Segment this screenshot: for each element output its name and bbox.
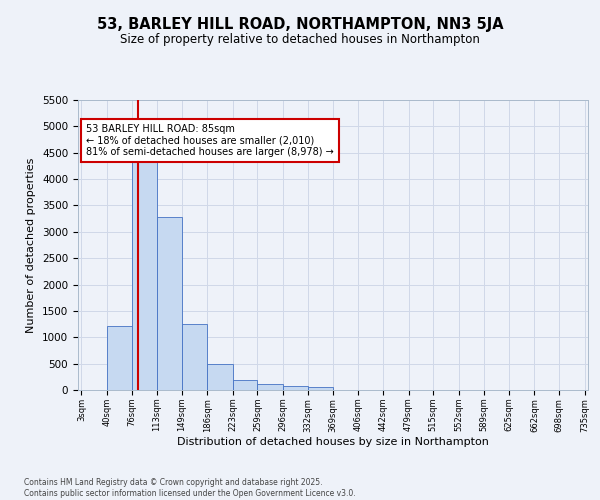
Bar bbox=[207, 364, 233, 390]
Text: Size of property relative to detached houses in Northampton: Size of property relative to detached ho… bbox=[120, 32, 480, 46]
Bar bbox=[131, 159, 157, 390]
Bar bbox=[157, 217, 182, 390]
Text: 53, BARLEY HILL ROAD, NORTHAMPTON, NN3 5JA: 53, BARLEY HILL ROAD, NORTHAMPTON, NN3 5… bbox=[97, 18, 503, 32]
Bar bbox=[182, 324, 207, 390]
Text: Contains HM Land Registry data © Crown copyright and database right 2025.
Contai: Contains HM Land Registry data © Crown c… bbox=[24, 478, 356, 498]
Bar bbox=[107, 326, 131, 390]
Y-axis label: Number of detached properties: Number of detached properties bbox=[26, 158, 37, 332]
Bar bbox=[233, 380, 257, 390]
Text: 53 BARLEY HILL ROAD: 85sqm
← 18% of detached houses are smaller (2,010)
81% of s: 53 BARLEY HILL ROAD: 85sqm ← 18% of deta… bbox=[86, 124, 334, 157]
Bar bbox=[283, 386, 308, 390]
Bar bbox=[308, 388, 333, 390]
Bar bbox=[257, 384, 283, 390]
X-axis label: Distribution of detached houses by size in Northampton: Distribution of detached houses by size … bbox=[177, 437, 489, 447]
